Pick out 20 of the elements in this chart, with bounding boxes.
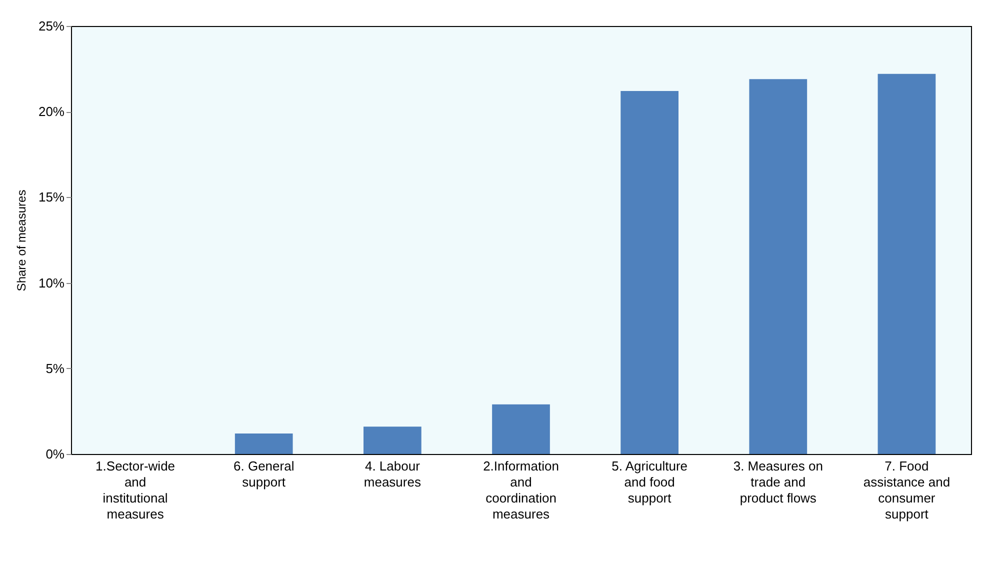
y-axis-title: Share of measures <box>14 190 28 292</box>
y-tick-label: 10% <box>38 275 65 290</box>
x-tick-label: 4. Labour measures <box>364 458 422 490</box>
y-tick-label: 0% <box>46 446 65 462</box>
x-tick-label: 7. Food assistance and consumer support <box>863 458 950 522</box>
y-tick-label: 25% <box>38 18 65 34</box>
y-tick-label: 20% <box>38 104 65 120</box>
x-tick-label: 6. General support <box>234 458 294 490</box>
bar <box>234 433 293 454</box>
bar <box>492 404 550 454</box>
x-tick-label: 1.Sector-wide and institutional measures <box>96 458 176 522</box>
bar <box>620 91 678 454</box>
bar <box>364 426 422 454</box>
y-tick-label: 5% <box>46 360 65 376</box>
x-tick-label: 2.Information and coordination measures <box>483 458 559 522</box>
x-tick-label: 3. Measures on trade and product flows <box>733 458 823 506</box>
y-tick-label: 15% <box>38 190 65 205</box>
bar <box>749 79 808 454</box>
bar <box>878 74 936 454</box>
x-tick-label: 5. Agriculture and food support <box>612 458 688 506</box>
